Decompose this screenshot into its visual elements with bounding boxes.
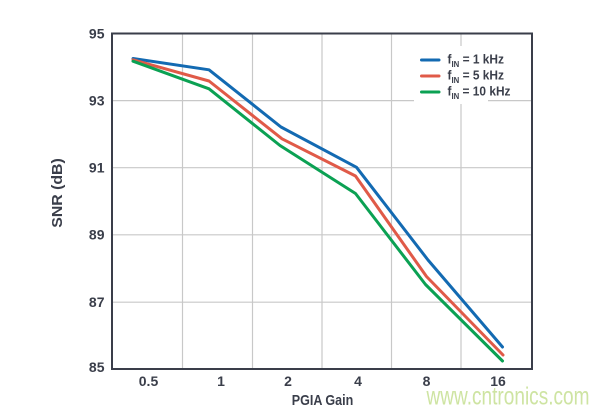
svg-text:www.cntronics.com: www.cntronics.com — [426, 383, 590, 411]
svg-text:fIN = 10 kHz: fIN = 10 kHz — [448, 84, 511, 101]
svg-text:89: 89 — [89, 227, 105, 243]
svg-text:fIN = 1 kHz: fIN = 1 kHz — [448, 52, 505, 69]
svg-text:4: 4 — [354, 373, 362, 389]
svg-text:1: 1 — [217, 373, 225, 389]
svg-text:PGIA Gain: PGIA Gain — [292, 392, 354, 409]
svg-text:0.5: 0.5 — [139, 373, 159, 389]
svg-text:87: 87 — [89, 294, 105, 310]
svg-text:16: 16 — [490, 373, 506, 389]
svg-text:fIN = 5 kHz: fIN = 5 kHz — [448, 68, 505, 85]
svg-text:8: 8 — [423, 373, 431, 389]
svg-text:85: 85 — [89, 359, 105, 375]
svg-text:95: 95 — [89, 25, 105, 41]
svg-text:91: 91 — [89, 160, 105, 176]
svg-text:93: 93 — [89, 92, 105, 108]
svg-text:2: 2 — [284, 373, 292, 389]
svg-text:SNR (dB): SNR (dB) — [49, 158, 66, 228]
